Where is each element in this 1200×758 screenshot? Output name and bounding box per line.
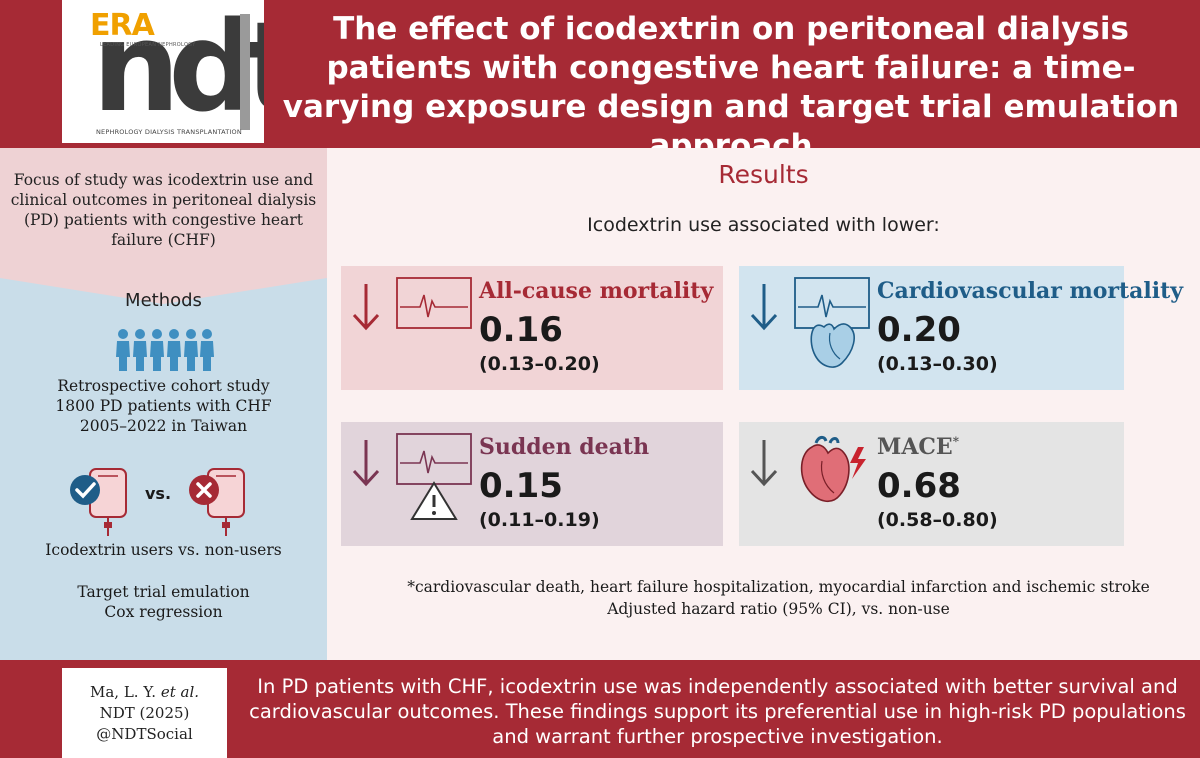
confidence-interval: (0.11–0.19) — [479, 509, 600, 531]
hazard-ratio-value: 0.68 — [877, 466, 961, 506]
ecg-monitor-icon — [396, 277, 472, 329]
left-column: Focus of study was icodextrin use and cl… — [0, 148, 327, 660]
analysis-line-emulation: Target trial emulation — [77, 583, 250, 601]
results-subtitle: Icodextrin use associated with lower: — [587, 214, 940, 236]
confidence-interval: (0.13–0.20) — [479, 353, 600, 375]
outcome-card-mace: MACE* 0.68 (0.58–0.80) — [739, 422, 1124, 546]
citation-box: Ma, L. Y. et al. NDT (2025) @NDTSocial — [62, 668, 227, 758]
down-arrow-icon — [352, 284, 380, 331]
outcome-label: MACE* — [877, 434, 959, 460]
cohort-description: Retrospective cohort study 1800 PD patie… — [0, 376, 327, 436]
era-logo-subtitle: LEADING EUROPEAN NEPHROLOGY — [100, 42, 196, 48]
outcome-label: Sudden death — [479, 434, 650, 460]
page-title: The effect of icodextrin on peritoneal d… — [282, 11, 1180, 164]
down-arrow-icon — [750, 284, 778, 331]
study-focus-text: Focus of study was icodextrin use and cl… — [10, 171, 317, 249]
conclusion-text: In PD patients with CHF, icodextrin use … — [249, 675, 1186, 748]
down-arrow-icon — [750, 440, 778, 487]
social-handle: @NDTSocial — [96, 725, 193, 743]
heart-lightning-icon — [800, 435, 866, 502]
citation-author: Ma, L. Y. et al. — [89, 683, 200, 701]
hazard-ratio-value: 0.20 — [877, 310, 961, 350]
analysis-methods: Target trial emulation Cox regression — [0, 582, 327, 622]
confidence-interval: (0.58–0.80) — [877, 509, 998, 531]
ecg-monitor-heart-icon — [794, 277, 870, 368]
down-arrow-icon — [352, 440, 380, 487]
ndt-logo-letters: ndt — [92, 0, 264, 140]
check-icon — [70, 475, 100, 505]
patients-group-icon — [116, 329, 214, 371]
outcome-card-sudden-death: Sudden death 0.15 (0.11–0.19) — [341, 422, 723, 546]
dialysis-bags-comparison — [70, 468, 245, 536]
cohort-line-period: 2005–2022 in Taiwan — [79, 417, 248, 435]
outcome-card-all-cause-mortality: All-cause mortality 0.16 (0.13–0.20) — [341, 266, 723, 390]
era-logo: ERA — [90, 8, 155, 43]
results-footnote: *cardiovascular death, heart failure hos… — [327, 576, 1200, 620]
hazard-ratio-value: 0.15 — [479, 466, 563, 506]
vs-label: vs. — [145, 484, 172, 503]
footer-banner: Ma, L. Y. et al. NDT (2025) @NDTSocial I… — [0, 660, 1200, 758]
citation-journal: NDT (2025) — [99, 704, 190, 722]
hazard-ratio-note: Adjusted hazard ratio (95% CI), vs. non-… — [607, 600, 950, 618]
outcome-card-cardiovascular-mortality: Cardiovascular mortality 0.20 (0.13–0.30… — [739, 266, 1183, 390]
results-title: Results — [718, 160, 809, 189]
hazard-ratio-value: 0.16 — [479, 310, 563, 350]
cross-icon — [189, 475, 219, 505]
study-focus-box: Focus of study was icodextrin use and cl… — [0, 148, 327, 278]
comparison-label: Icodextrin users vs. non-users — [45, 541, 282, 559]
ndt-logo: ndt ERA LEADING EUROPEAN NEPHROLOGY NEPH… — [62, 0, 264, 143]
results-panel: Results Icodextrin use associated with l… — [327, 148, 1200, 660]
icodextrin-bag-icon — [89, 468, 127, 536]
ndt-logo-bar — [240, 14, 250, 130]
ecg-monitor-warning-icon — [396, 433, 472, 520]
cohort-line-design: Retrospective cohort study — [57, 377, 270, 395]
ndt-logo-subtitle: NEPHROLOGY DIALYSIS TRANSPLANTATION — [96, 128, 242, 136]
confidence-interval: (0.13–0.30) — [877, 353, 998, 375]
mace-definition: *cardiovascular death, heart failure hos… — [407, 578, 1150, 596]
cohort-line-size: 1800 PD patients with CHF — [55, 397, 272, 415]
outcome-label: Cardiovascular mortality — [877, 278, 1184, 304]
header-banner: ndt ERA LEADING EUROPEAN NEPHROLOGY NEPH… — [0, 0, 1200, 164]
focus-arrow — [0, 278, 327, 304]
methods-title: Methods — [125, 290, 202, 311]
outcome-label: All-cause mortality — [479, 278, 714, 304]
analysis-line-regression: Cox regression — [104, 603, 223, 621]
